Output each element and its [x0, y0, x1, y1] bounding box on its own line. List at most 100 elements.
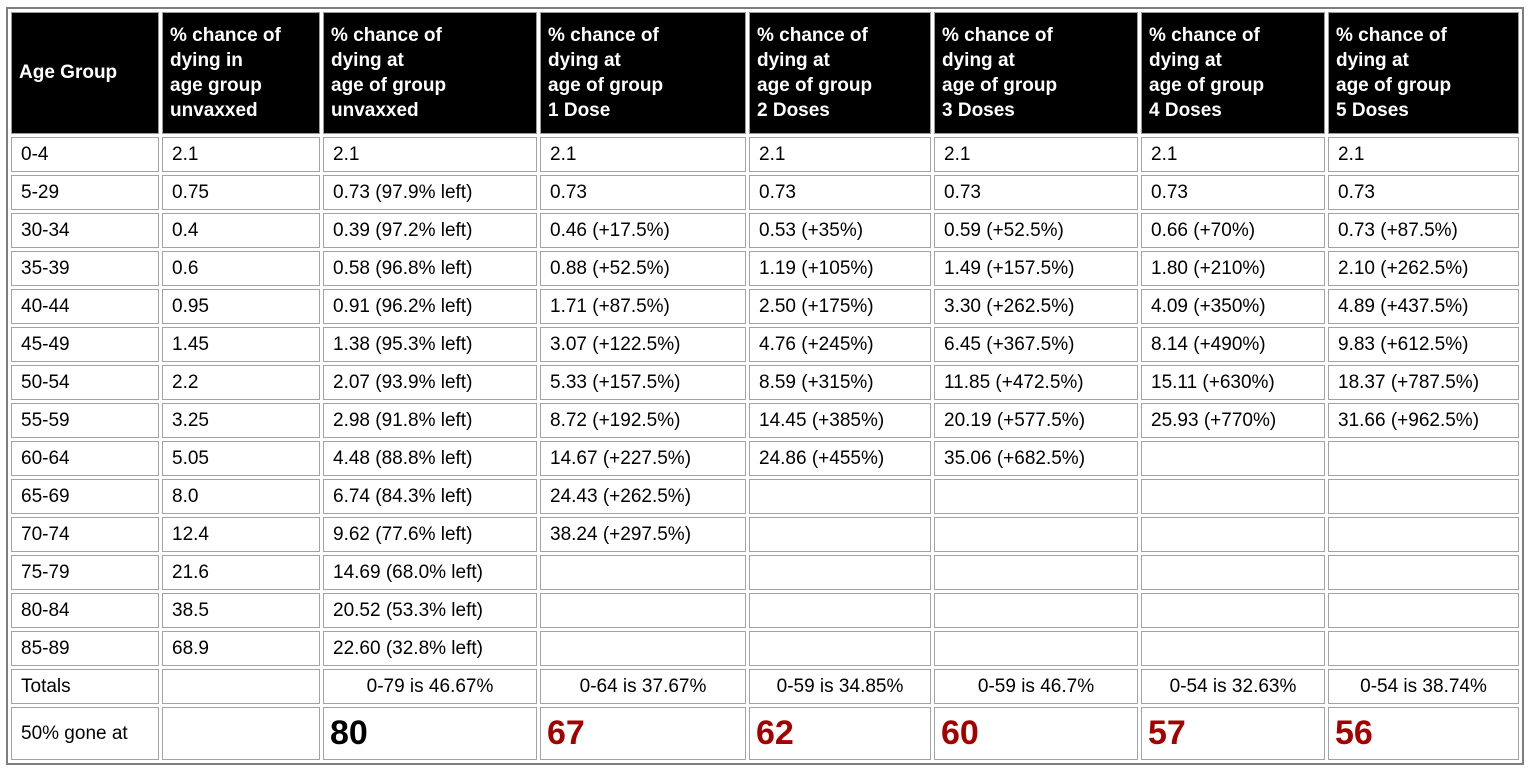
- value-cell: 1.38 (95.3% left): [323, 327, 537, 362]
- value-cell: 0.95: [162, 289, 320, 324]
- row-label-cell: 85-89: [11, 631, 159, 666]
- row-label-cell: 40-44: [11, 289, 159, 324]
- value-cell: 9.83 (+612.5%): [1328, 327, 1519, 362]
- value-cell: 2.50 (+175%): [749, 289, 931, 324]
- value-cell: 0-79 is 46.67%: [323, 669, 537, 704]
- value-cell: [934, 555, 1138, 590]
- value-cell: 8.14 (+490%): [1141, 327, 1325, 362]
- value-cell: 1.49 (+157.5%): [934, 251, 1138, 286]
- value-cell: [1328, 441, 1519, 476]
- value-cell: 0.46 (+17.5%): [540, 213, 746, 248]
- value-cell: 15.11 (+630%): [1141, 365, 1325, 400]
- table-row: 85-89 68.9 22.60 (32.8% left): [11, 631, 1519, 666]
- table-row: 65-69 8.0 6.74 (84.3% left) 24.43 (+262.5%): [11, 479, 1519, 514]
- column-header: % chance of dying at age of group 1 Dose: [540, 12, 746, 134]
- value-cell: 0.73 (97.9% left): [323, 175, 537, 210]
- value-cell: 18.37 (+787.5%): [1328, 365, 1519, 400]
- value-cell: [540, 631, 746, 666]
- value-cell: 2.1: [1328, 137, 1519, 172]
- table-row: 70-74 12.4 9.62 (77.6% left) 38.24 (+297.5%…: [11, 517, 1519, 552]
- fifty-percent-gone-age-value: 80: [323, 707, 537, 760]
- column-header: % chance of dying at age of group 5 Dose…: [1328, 12, 1519, 134]
- value-cell: [934, 479, 1138, 514]
- row-label-cell: 50-54: [11, 365, 159, 400]
- value-cell: 0.73: [1141, 175, 1325, 210]
- value-cell: 0.73: [1328, 175, 1519, 210]
- value-cell: [162, 669, 320, 704]
- value-cell: 2.1: [749, 137, 931, 172]
- value-cell: 0.75: [162, 175, 320, 210]
- value-cell: 0-54 is 32.63%: [1141, 669, 1325, 704]
- value-cell: 2.1: [323, 137, 537, 172]
- value-cell: 2.98 (91.8% left): [323, 403, 537, 438]
- fifty-percent-gone-age-value: 60: [934, 707, 1138, 760]
- row-label-cell: 75-79: [11, 555, 159, 590]
- column-header: % chance of dying at age of group 4 Dose…: [1141, 12, 1325, 134]
- value-cell: 0.91 (96.2% left): [323, 289, 537, 324]
- column-header: % chance of dying in age group unvaxxed: [162, 12, 320, 134]
- value-cell: 11.85 (+472.5%): [934, 365, 1138, 400]
- value-cell: 14.69 (68.0% left): [323, 555, 537, 590]
- value-cell: 68.9: [162, 631, 320, 666]
- value-cell: [749, 631, 931, 666]
- value-cell: 20.52 (53.3% left): [323, 593, 537, 628]
- row-label-cell: 45-49: [11, 327, 159, 362]
- table-row: 35-39 0.6 0.58 (96.8% left) 0.88 (+52.5%) 1.…: [11, 251, 1519, 286]
- value-cell: 1.71 (+87.5%): [540, 289, 746, 324]
- fifty-percent-gone-row: 50% gone at 80 67 62 60 57 56: [11, 707, 1519, 760]
- mortality-table: Age Group% chance of dying in age group …: [6, 7, 1524, 765]
- table-row: 60-64 5.05 4.48 (88.8% left) 14.67 (+227.5%…: [11, 441, 1519, 476]
- value-cell: 2.10 (+262.5%): [1328, 251, 1519, 286]
- value-cell: 4.89 (+437.5%): [1328, 289, 1519, 324]
- value-cell: 31.66 (+962.5%): [1328, 403, 1519, 438]
- value-cell: 0.66 (+70%): [1141, 213, 1325, 248]
- value-cell: [1141, 593, 1325, 628]
- value-cell: 4.09 (+350%): [1141, 289, 1325, 324]
- fifty-percent-gone-age-value: 62: [749, 707, 931, 760]
- value-cell: 2.1: [540, 137, 746, 172]
- value-cell: 0-64 is 37.67%: [540, 669, 746, 704]
- totals-row: Totals 0-79 is 46.67% 0-64 is 37.67% 0-59 i…: [11, 669, 1519, 704]
- value-cell: 5.33 (+157.5%): [540, 365, 746, 400]
- row-label-cell: 70-74: [11, 517, 159, 552]
- value-cell: 3.07 (+122.5%): [540, 327, 746, 362]
- fifty-percent-gone-age-value: 67: [540, 707, 746, 760]
- value-cell: [1328, 479, 1519, 514]
- value-cell: 1.80 (+210%): [1141, 251, 1325, 286]
- value-cell: [1141, 517, 1325, 552]
- value-cell: 2.07 (93.9% left): [323, 365, 537, 400]
- value-cell: 0.88 (+52.5%): [540, 251, 746, 286]
- value-cell: 0.73: [934, 175, 1138, 210]
- table-row: 50-54 2.2 2.07 (93.9% left) 5.33 (+157.5%) 8…: [11, 365, 1519, 400]
- value-cell: 2.1: [1141, 137, 1325, 172]
- value-cell: 8.72 (+192.5%): [540, 403, 746, 438]
- table-row: 55-59 3.25 2.98 (91.8% left) 8.72 (+192.5%)…: [11, 403, 1519, 438]
- value-cell: 14.67 (+227.5%): [540, 441, 746, 476]
- value-cell: [749, 555, 931, 590]
- value-cell: [1141, 441, 1325, 476]
- value-cell: 5.05: [162, 441, 320, 476]
- value-cell: [540, 555, 746, 590]
- value-cell: 9.62 (77.6% left): [323, 517, 537, 552]
- value-cell: 21.6: [162, 555, 320, 590]
- table-row: 75-79 21.6 14.69 (68.0% left): [11, 555, 1519, 590]
- fifty-percent-gone-age-value: 57: [1141, 707, 1325, 760]
- row-label-cell: 80-84: [11, 593, 159, 628]
- value-cell: 3.25: [162, 403, 320, 438]
- table-row: 80-84 38.5 20.52 (53.3% left): [11, 593, 1519, 628]
- value-cell: 35.06 (+682.5%): [934, 441, 1138, 476]
- value-cell: 0.73: [749, 175, 931, 210]
- value-cell: 2.1: [162, 137, 320, 172]
- value-cell: 0-59 is 46.7%: [934, 669, 1138, 704]
- row-label-cell: 55-59: [11, 403, 159, 438]
- value-cell: 6.45 (+367.5%): [934, 327, 1138, 362]
- column-header: % chance of dying at age of group 2 Dose…: [749, 12, 931, 134]
- value-cell: 2.2: [162, 365, 320, 400]
- value-cell: [1328, 555, 1519, 590]
- value-cell: 12.4: [162, 517, 320, 552]
- value-cell: [749, 593, 931, 628]
- column-header: % chance of dying at age of group 3 Dose…: [934, 12, 1138, 134]
- value-cell: 8.0: [162, 479, 320, 514]
- value-cell: 22.60 (32.8% left): [323, 631, 537, 666]
